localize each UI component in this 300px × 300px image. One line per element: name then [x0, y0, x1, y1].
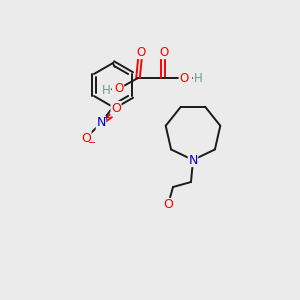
Text: O: O: [136, 46, 146, 59]
Text: O: O: [81, 131, 91, 145]
Text: O: O: [179, 71, 189, 85]
Text: O: O: [111, 101, 121, 115]
Text: O: O: [159, 46, 169, 59]
Text: N: N: [188, 154, 198, 166]
Text: +: +: [102, 113, 110, 122]
Text: N: N: [96, 116, 106, 130]
Text: O: O: [114, 82, 124, 95]
Text: −: −: [88, 138, 96, 148]
Text: O: O: [163, 199, 173, 212]
Text: H: H: [194, 71, 202, 85]
Text: H: H: [102, 83, 110, 97]
